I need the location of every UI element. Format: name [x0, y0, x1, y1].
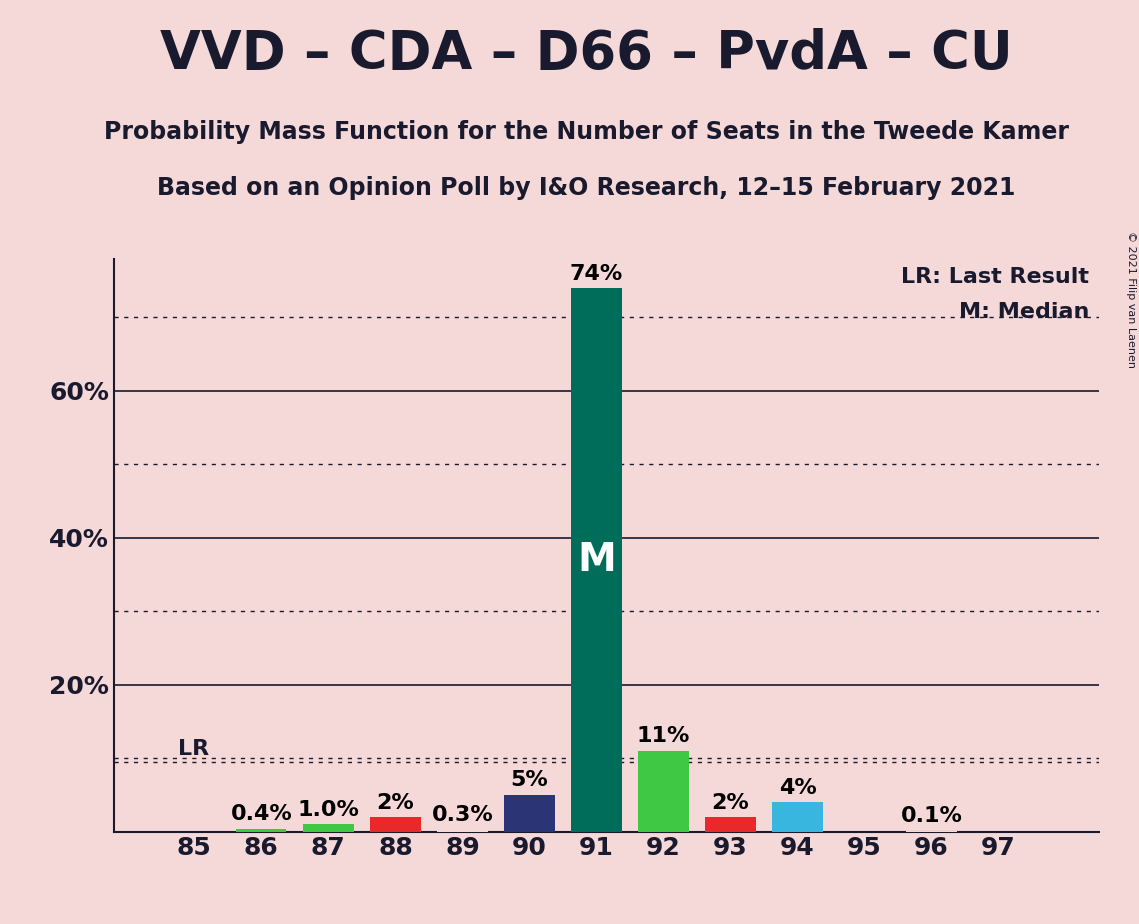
Text: Probability Mass Function for the Number of Seats in the Tweede Kamer: Probability Mass Function for the Number…: [104, 120, 1070, 144]
Bar: [705, 817, 755, 832]
Text: 4%: 4%: [779, 778, 817, 797]
Text: M: Median: M: Median: [959, 301, 1089, 322]
Text: 0.1%: 0.1%: [901, 807, 962, 826]
Bar: [303, 824, 353, 832]
Text: LR: Last Result: LR: Last Result: [901, 267, 1089, 287]
Text: 11%: 11%: [637, 726, 690, 747]
Text: VVD – CDA – D66 – PvdA – CU: VVD – CDA – D66 – PvdA – CU: [161, 28, 1013, 79]
Bar: [572, 288, 622, 832]
Text: Based on an Opinion Poll by I&O Research, 12–15 February 2021: Based on an Opinion Poll by I&O Research…: [157, 176, 1016, 200]
Bar: [638, 751, 689, 832]
Text: 0.3%: 0.3%: [432, 805, 493, 825]
Text: LR: LR: [178, 739, 208, 759]
Bar: [437, 830, 487, 832]
Text: © 2021 Filip van Laenen: © 2021 Filip van Laenen: [1126, 231, 1136, 368]
Text: 0.4%: 0.4%: [230, 804, 293, 824]
Text: 74%: 74%: [570, 263, 623, 284]
Bar: [505, 795, 555, 832]
Text: 1.0%: 1.0%: [297, 800, 359, 820]
Text: 5%: 5%: [510, 771, 548, 790]
Text: 2%: 2%: [712, 793, 749, 812]
Text: M: M: [577, 541, 616, 578]
Bar: [370, 817, 420, 832]
Bar: [236, 829, 287, 832]
Bar: [772, 802, 822, 832]
Text: 2%: 2%: [377, 793, 415, 812]
